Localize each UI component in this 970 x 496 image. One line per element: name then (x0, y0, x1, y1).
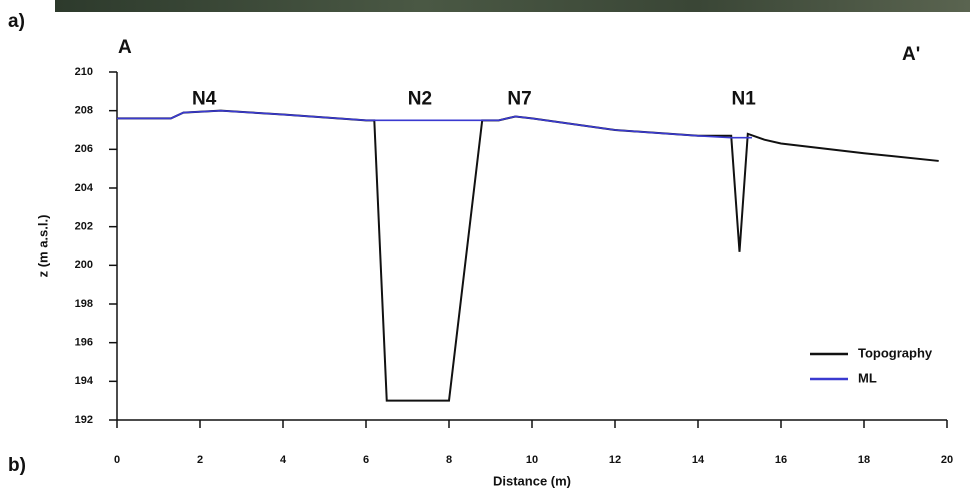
y-tick-label: 204 (75, 182, 94, 194)
y-tick-label: 200 (75, 259, 93, 271)
x-tick-label: 18 (858, 454, 870, 466)
panel-label: a) (8, 11, 25, 32)
y-tick-label: 208 (75, 105, 93, 117)
section-start: A (118, 37, 132, 58)
x-tick-label: 14 (692, 454, 705, 466)
y-tick-label: 194 (75, 375, 94, 387)
annotation: N4 (192, 88, 217, 109)
annotation: N7 (507, 88, 531, 109)
x-axis-label: Distance (m) (493, 473, 571, 488)
section-end: A' (902, 44, 920, 65)
y-tick-label: 202 (75, 221, 93, 233)
y-tick-label: 206 (75, 143, 93, 155)
x-tick-label: 12 (609, 454, 621, 466)
annotation: N2 (408, 88, 432, 109)
legend-label: Topography (858, 345, 933, 360)
y-tick-label: 196 (75, 337, 93, 349)
panel-label: b) (8, 455, 26, 476)
x-tick-label: 20 (941, 454, 953, 466)
annotation: N1 (732, 88, 757, 109)
y-tick-label: 198 (75, 298, 93, 310)
legend-label: ML (858, 370, 877, 385)
line-series (117, 109, 939, 402)
x-tick-label: 10 (526, 454, 538, 466)
x-tick-label: 6 (363, 454, 369, 466)
y-tick-label: 210 (75, 66, 93, 78)
x-tick-label: 0 (114, 454, 120, 466)
x-tick-label: 4 (280, 454, 287, 466)
photo-strip (55, 0, 970, 12)
line-series (117, 109, 752, 139)
x-tick-label: 2 (197, 454, 203, 466)
x-tick-label: 8 (446, 454, 452, 466)
y-axis-label: z (m a.s.l.) (35, 215, 50, 278)
y-tick-label: 192 (75, 414, 93, 426)
x-tick-label: 16 (775, 454, 787, 466)
